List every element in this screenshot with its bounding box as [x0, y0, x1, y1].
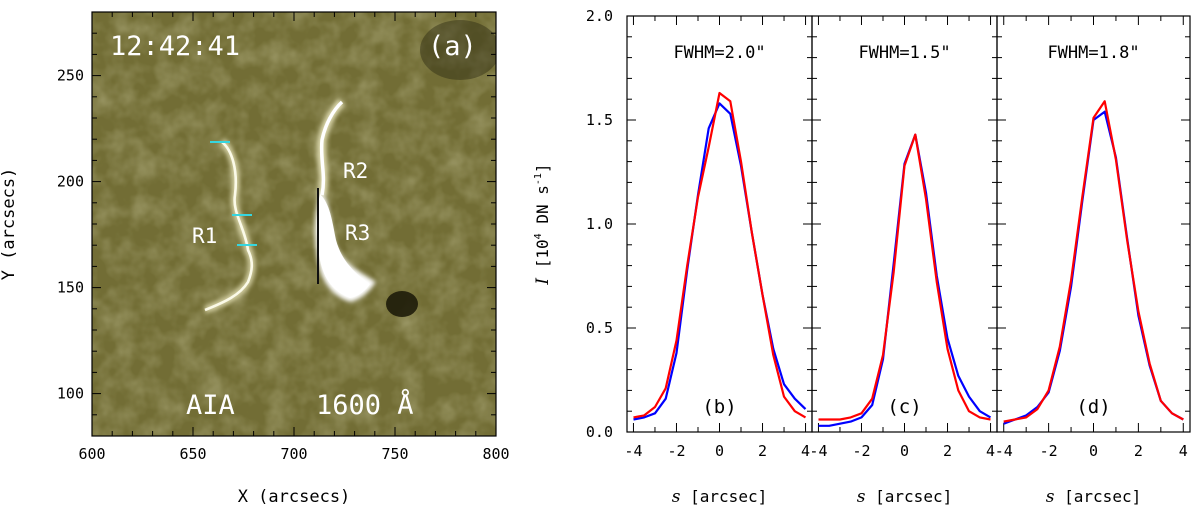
panel-a-image	[92, 12, 496, 436]
x-tick-label: -4	[624, 442, 642, 460]
x-axis-title: X (arcsecs)	[238, 487, 351, 507]
y-tick-label: 100	[57, 385, 84, 403]
region-r2-label: R2	[343, 159, 368, 183]
series-observed-line	[633, 102, 807, 421]
fwhm-label: FWHM=1.8"	[1047, 43, 1139, 63]
fwhm-label: FWHM=1.5"	[858, 43, 950, 63]
x-tick-label: -2	[667, 442, 685, 460]
x-tick-label: 600	[78, 445, 105, 463]
panel-tag: (d)	[1076, 396, 1110, 418]
x-tick-label: 2	[1134, 442, 1143, 460]
panel-frame	[811, 15, 998, 433]
x-tick-label: 2	[943, 442, 952, 460]
x-tick-label: 0	[715, 442, 724, 460]
series-fit-line	[633, 91, 807, 419]
y-tick-label: 200	[57, 173, 84, 191]
y-tick-label: 1.5	[586, 111, 613, 129]
x-tick-label: -4	[995, 442, 1013, 460]
x-tick-label: 2	[758, 442, 767, 460]
image-shade	[92, 12, 496, 436]
image-texture	[92, 12, 496, 436]
time-stamp: 12:42:41	[110, 31, 240, 62]
x-axis-title: s [arcsec]	[672, 487, 767, 507]
panel-tag: (c)	[887, 396, 921, 418]
y-tick-label: 0.0	[586, 423, 613, 441]
x-tick-label: 0	[1089, 442, 1098, 460]
panel-a-axes: 600 650 700 750 800 100 150 200 250	[57, 11, 510, 463]
profile-y-axis-title: I [104 DN s-1]	[533, 163, 553, 285]
series-observed-line	[818, 133, 992, 427]
sunspot	[386, 291, 418, 317]
profile-panels: -4 -2 0 2 4 0.0 0.5 1.0 1.5 2.0 FWHM=2.0" (b) s [arc…	[586, 7, 1191, 507]
x-tick-label: -4	[809, 442, 827, 460]
profile-panel: -4 -2 0 2 4 0.0 0.5 1.0 1.5 2.0 FWHM=2.0" (b) s [arc…	[586, 7, 813, 507]
panel-frame	[626, 15, 813, 433]
x-axis-title: s [arcsec]	[857, 487, 952, 507]
region-r3-label: R3	[345, 221, 370, 245]
x-tick-label: 4	[1179, 442, 1188, 460]
x-tick-label: 800	[482, 445, 509, 463]
x-tick-label: -2	[852, 442, 870, 460]
x-tick-label: 750	[381, 445, 408, 463]
instrument-label: AIA	[186, 390, 235, 421]
panel-frame	[996, 15, 1191, 433]
y-axis-title: Y (arcsecs)	[0, 168, 19, 281]
profile-panel: -4 -2 0 2 4 FWHM=1.5" (c) s [arcsec]	[809, 15, 998, 507]
series-fit-line	[1003, 100, 1184, 423]
x-tick-label: 4	[801, 442, 810, 460]
x-axis-title: s [arcsec]	[1046, 487, 1141, 507]
region-r1-label: R1	[192, 224, 217, 248]
series-fit-line	[818, 133, 991, 421]
y-tick-label: 0.5	[586, 319, 613, 337]
panel-a-tag: (a)	[428, 31, 477, 62]
profile-panel: -4 -2 0 2 4 FWHM=1.8" (d) s [arcsec]	[995, 15, 1191, 507]
y-tick-label: 250	[57, 67, 84, 85]
wavelength-label: 1600 Å	[316, 389, 414, 421]
y-tick-label: 150	[57, 279, 84, 297]
y-tick-label: 1.0	[586, 215, 613, 233]
x-tick-label: 0	[900, 442, 909, 460]
x-tick-label: -2	[1040, 442, 1058, 460]
ribbon-r3	[316, 194, 370, 298]
panel-tag: (b)	[702, 396, 736, 418]
x-tick-label: 4	[986, 442, 995, 460]
series-observed-line	[1003, 110, 1184, 425]
x-tick-label: 650	[179, 445, 206, 463]
y-tick-label: 2.0	[586, 7, 613, 25]
ribbon-r1	[204, 140, 254, 312]
ribbon-r2	[319, 100, 344, 196]
x-tick-label: 700	[280, 445, 307, 463]
dark-region	[420, 20, 496, 80]
fwhm-label: FWHM=2.0"	[673, 43, 765, 63]
